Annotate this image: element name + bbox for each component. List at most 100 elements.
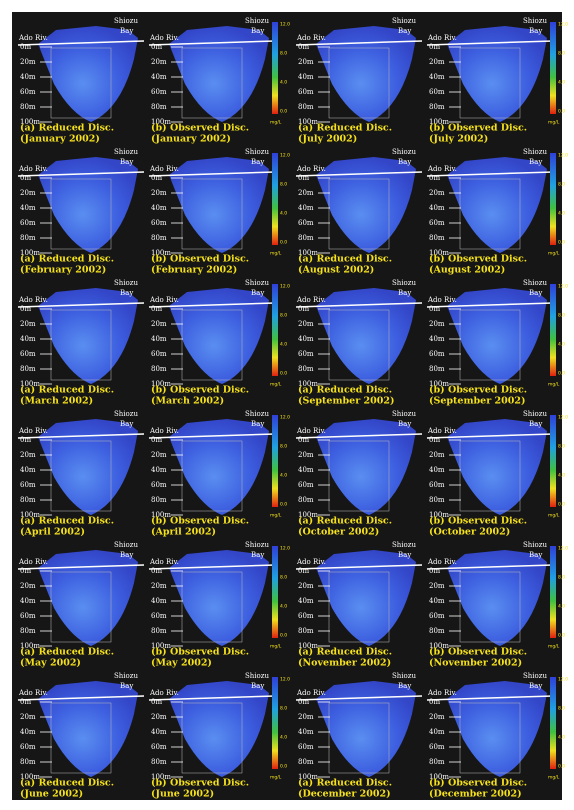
depth-label: 0m	[429, 174, 440, 182]
colorbar-tick: 4.0	[558, 735, 565, 741]
bay-shape	[316, 288, 416, 384]
depth-label: 60m	[298, 743, 314, 751]
grid-box	[50, 178, 112, 250]
depth-label: 40m	[298, 466, 314, 474]
panel-title: (b) Observed Disc.	[151, 516, 249, 527]
depth-label: 40m	[151, 728, 167, 736]
place-label: Ado Riv.	[149, 165, 179, 173]
month-label: (September 2002)	[429, 396, 525, 407]
depth-label: 80m	[20, 365, 36, 373]
month-label: (April 2002)	[151, 527, 216, 538]
place-label: Bay	[251, 420, 264, 428]
place-label: Bay	[529, 158, 542, 166]
depth-label: 0m	[429, 567, 440, 575]
depth-label: 0m	[298, 43, 309, 51]
depth-label: 60m	[298, 350, 314, 358]
depth-label: 80m	[298, 627, 314, 635]
depth-label: 20m	[20, 189, 36, 197]
depth-label: 80m	[429, 627, 445, 635]
place-label: Shiozu	[392, 410, 416, 418]
colorbar	[550, 22, 556, 114]
panel-title: (b) Observed Disc.	[151, 254, 249, 265]
panel-title: (b) Observed Disc.	[429, 385, 527, 396]
panel-title: (b) Observed Disc.	[429, 647, 527, 658]
depth-label: 40m	[429, 597, 445, 605]
place-label: Ado Riv.	[18, 689, 48, 697]
grid-box	[50, 440, 112, 512]
colorbar-tick: 12.0	[558, 22, 568, 28]
depth-label: 80m	[429, 496, 445, 504]
depth-label: 20m	[429, 58, 445, 66]
month-label: (February 2002)	[20, 265, 106, 276]
depth-label: 80m	[20, 758, 36, 766]
depth-label: 100m	[429, 249, 449, 257]
place-label: Ado Riv.	[149, 427, 179, 435]
depth-label: 60m	[20, 219, 36, 227]
depth-label: 20m	[298, 713, 314, 721]
depth-label: 20m	[298, 451, 314, 459]
bay-shape	[316, 681, 416, 777]
depth-label: 0m	[298, 174, 309, 182]
panel-title: (b) Observed Disc.	[429, 778, 527, 789]
grid-box	[50, 309, 112, 381]
depth-label: 60m	[298, 481, 314, 489]
depth-label: 0m	[298, 698, 309, 706]
place-label: Ado Riv.	[296, 427, 326, 435]
month-label: (December 2002)	[429, 789, 522, 800]
month-label: (April 2002)	[20, 527, 85, 538]
depth-label: 40m	[298, 728, 314, 736]
colorbar-tick: 0.0	[558, 764, 565, 770]
panel-title: (b) Observed Disc.	[151, 778, 249, 789]
place-label: Bay	[398, 158, 411, 166]
bay-shape	[38, 419, 138, 515]
depth-label: 100m	[429, 642, 449, 650]
depth-label: 20m	[151, 451, 167, 459]
depth-label: 0m	[20, 698, 31, 706]
panel-title: (b) Observed Disc.	[151, 123, 249, 134]
place-label: Ado Riv.	[296, 689, 326, 697]
colorbar-tick: 8.0	[280, 182, 287, 188]
place-label: Bay	[120, 27, 133, 35]
surface-line	[295, 302, 423, 308]
bay-shape	[447, 26, 547, 122]
panel-title: (a) Reduced Disc.	[20, 778, 114, 789]
depth-label: 0m	[151, 567, 162, 575]
depth-label: 80m	[429, 365, 445, 373]
grid-box	[459, 571, 521, 643]
place-label: Bay	[251, 27, 264, 35]
bay-shape	[169, 157, 269, 253]
grid-box	[181, 702, 243, 774]
month-label: (May 2002)	[151, 658, 212, 669]
place-label: Ado Riv.	[149, 296, 179, 304]
depth-label: 0m	[429, 436, 440, 444]
depth-label: 100m	[298, 642, 318, 650]
colorbar-tick: 4.0	[558, 604, 565, 610]
depth-label: 80m	[151, 758, 167, 766]
month-label: (March 2002)	[151, 396, 224, 407]
depth-label: 40m	[151, 335, 167, 343]
colorbar-tick: 8.0	[280, 313, 287, 319]
bay-shape	[316, 550, 416, 646]
place-label: Ado Riv.	[296, 558, 326, 566]
depth-label: 20m	[298, 582, 314, 590]
depth-label: 80m	[429, 103, 445, 111]
depth-label: 60m	[429, 743, 445, 751]
month-label: (July 2002)	[298, 134, 357, 145]
month-label: (August 2002)	[298, 265, 374, 276]
place-label: Bay	[251, 551, 264, 559]
depth-label: 20m	[298, 58, 314, 66]
grid-box	[181, 309, 243, 381]
place-label: Bay	[120, 420, 133, 428]
depth-label: 20m	[151, 582, 167, 590]
depth-label: 40m	[429, 335, 445, 343]
grid-box	[181, 47, 243, 119]
place-label: Ado Riv.	[296, 165, 326, 173]
place-label: Shiozu	[392, 672, 416, 680]
depth-label: 0m	[20, 436, 31, 444]
grid-box	[328, 702, 390, 774]
place-label: Shiozu	[392, 541, 416, 549]
depth-label: 0m	[20, 43, 31, 51]
colorbar-tick: 12.0	[558, 546, 568, 552]
depth-label: 0m	[429, 698, 440, 706]
depth-label: 60m	[298, 612, 314, 620]
